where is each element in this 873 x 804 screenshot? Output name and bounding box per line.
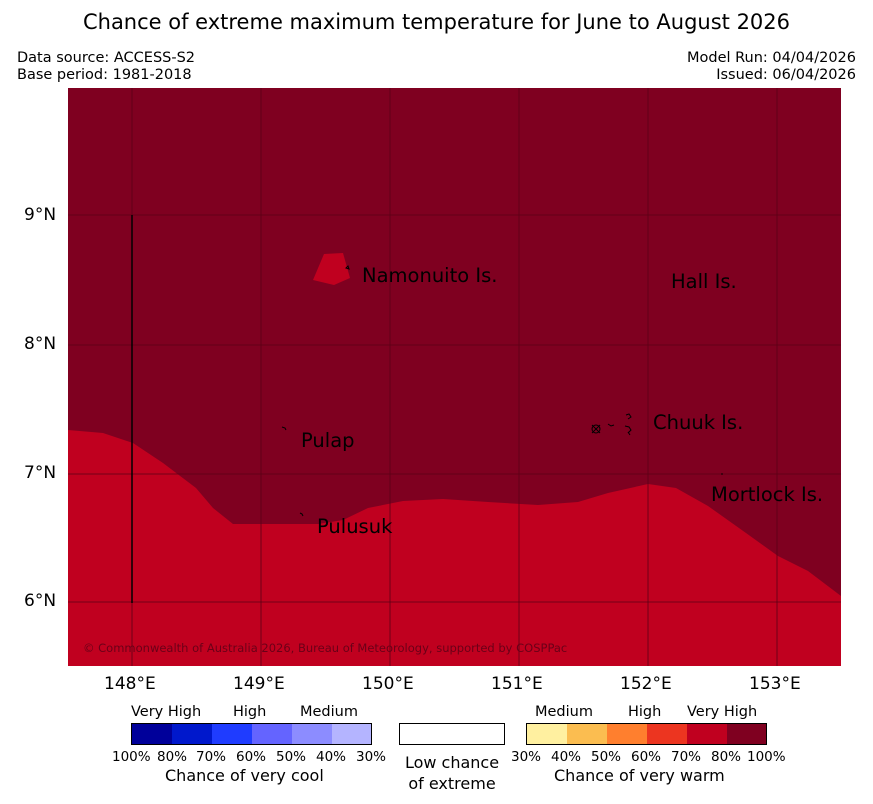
- lat-tick-9n: 9°N: [24, 205, 57, 225]
- base-period: Base period: 1981-2018: [17, 67, 192, 83]
- warm-tick-40: 40%: [551, 749, 582, 765]
- cool-swatch-40-50: [292, 724, 332, 744]
- namonuito-high-patch: [313, 253, 350, 285]
- cool-swatch-30-40: [332, 724, 371, 744]
- label-mortlock: Mortlock Is.: [711, 483, 823, 506]
- data-source: Data source: ACCESS-S2: [17, 50, 196, 66]
- cool-swatch-60-70: [212, 724, 252, 744]
- cool-tick-50: 50%: [276, 749, 307, 765]
- neutral-label-line1: Low chance: [404, 753, 500, 772]
- lon-tick-149e: 149°E: [233, 674, 285, 694]
- chart-title: Chance of extreme maximum temperature fo…: [82, 10, 791, 34]
- warm-legend-title: Chance of very warm: [554, 766, 725, 785]
- cool-swatch-80-100: [132, 724, 172, 744]
- warm-tick-70: 70%: [671, 749, 702, 765]
- cool-level-very-high: Very High: [131, 704, 202, 720]
- warm-tick-100: 100%: [747, 749, 786, 765]
- lon-tick-152e: 152°E: [620, 674, 672, 694]
- neutral-label-line2: of extreme: [408, 774, 496, 793]
- warm-swatch-60-70: [647, 724, 687, 744]
- warm-level-high: High: [628, 704, 662, 720]
- cool-tick-60: 60%: [236, 749, 267, 765]
- cool-tick-80: 80%: [157, 749, 188, 765]
- cool-tick-30: 30%: [356, 749, 387, 765]
- cool-swatch-50-60: [252, 724, 292, 744]
- label-pulap: Pulap: [301, 429, 355, 452]
- warm-tick-80: 80%: [711, 749, 742, 765]
- lat-tick-6n: 6°N: [24, 591, 57, 611]
- warm-colorbar: [526, 723, 767, 745]
- lat-tick-8n: 8°N: [24, 334, 57, 354]
- warm-swatch-70-80: [687, 724, 727, 744]
- lon-tick-150e: 150°E: [362, 674, 414, 694]
- cool-colorbar: [131, 723, 372, 745]
- grid-lines: [68, 88, 841, 666]
- warm-tick-50: 50%: [591, 749, 622, 765]
- forecast-map[interactable]: Namonuito Is. Hall Is. Pulap Chuuk Is. M…: [68, 88, 841, 666]
- label-pulusuk: Pulusuk: [317, 515, 393, 538]
- neutral-swatch: [399, 723, 505, 745]
- cool-tick-70: 70%: [196, 749, 227, 765]
- island-outlines: [281, 265, 723, 517]
- warm-swatch-30-40: [527, 724, 567, 744]
- issued-date: Issued: 06/04/2026: [716, 67, 856, 83]
- copyright-notice: © Commonwealth of Australia 2026, Bureau…: [83, 641, 567, 655]
- warm-swatch-40-50: [567, 724, 607, 744]
- cool-tick-40: 40%: [316, 749, 347, 765]
- warm-level-medium: Medium: [535, 704, 593, 720]
- label-namonuito: Namonuito Is.: [362, 264, 497, 287]
- warm-tick-60: 60%: [631, 749, 662, 765]
- warm-swatch-50-60: [607, 724, 647, 744]
- warm-tick-30: 30%: [511, 749, 542, 765]
- model-run: Model Run: 04/04/2026: [686, 50, 856, 66]
- cool-level-high: High: [233, 704, 267, 720]
- cool-legend-title: Chance of very cool: [165, 766, 324, 785]
- label-chuuk: Chuuk Is.: [653, 411, 743, 434]
- cool-level-medium: Medium: [300, 704, 358, 720]
- lat-tick-7n: 7°N: [24, 463, 57, 483]
- cool-tick-100: 100%: [112, 749, 151, 765]
- label-hall: Hall Is.: [671, 270, 737, 293]
- lon-tick-151e: 151°E: [491, 674, 543, 694]
- lon-tick-153e: 153°E: [749, 674, 801, 694]
- warm-level-very-high: Very High: [687, 704, 758, 720]
- cool-swatch-70-80: [172, 724, 212, 744]
- warm-swatch-80-100: [727, 724, 766, 744]
- lon-tick-148e: 148°E: [104, 674, 156, 694]
